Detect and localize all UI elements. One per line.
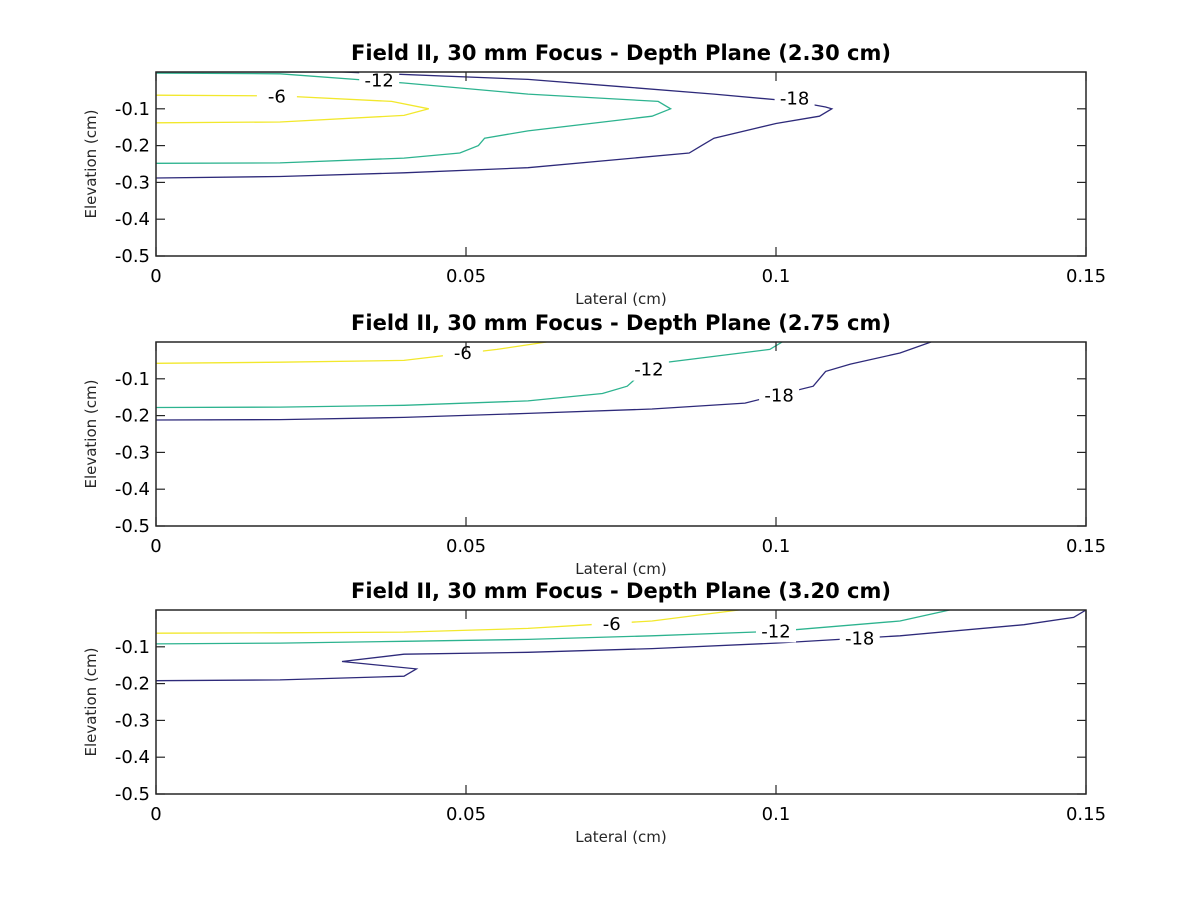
x-tick-label: 0.05 bbox=[446, 536, 486, 557]
y-tick-label: -0.5 bbox=[115, 246, 150, 267]
contour-label-minus-18: -18 bbox=[764, 385, 793, 406]
y-tick-label: -0.1 bbox=[115, 369, 150, 390]
y-axis-label: Elevation (cm) bbox=[82, 647, 100, 756]
y-tick-label: -0.1 bbox=[115, 637, 150, 658]
contour-label-bg bbox=[442, 342, 483, 365]
contour-label-minus-6: -6 bbox=[603, 614, 621, 635]
y-tick-label: -0.4 bbox=[115, 747, 150, 768]
contour-label-minus-12: -12 bbox=[364, 70, 393, 91]
chart-title: Field II, 30 mm Focus - Depth Plane (2.7… bbox=[351, 311, 891, 335]
plot-area bbox=[156, 610, 1086, 794]
contour-line-minus-6 bbox=[156, 342, 547, 364]
contour-line-minus-12 bbox=[156, 342, 783, 409]
contour-line-minus-12 bbox=[156, 610, 950, 645]
contour-lines bbox=[156, 610, 1086, 682]
contour-label-bg bbox=[774, 87, 815, 110]
contour-label-minus-12: -12 bbox=[761, 621, 790, 642]
y-tick-label: -0.2 bbox=[115, 674, 150, 695]
contour-line-minus-18 bbox=[156, 72, 834, 179]
contour-label-minus-12: -12 bbox=[634, 360, 663, 381]
x-tick-label: 0 bbox=[150, 804, 161, 825]
plot-area bbox=[156, 342, 1086, 526]
x-tick-label: 0.1 bbox=[762, 266, 791, 287]
chart-panel-1: -6 -12 -18 0 0.05 0.1 0.15 -0.1 -0.2 -0.3 -0.4 -0.5… bbox=[82, 41, 1106, 308]
chart-panel-3: -6 -12 -18 0 0.05 0.1 0.15 -0.1 -0.2 -0.3 -0.4 -0.5… bbox=[82, 579, 1106, 846]
chart-title: Field II, 30 mm Focus - Depth Plane (2.3… bbox=[351, 41, 891, 65]
y-tick-label: -0.2 bbox=[115, 406, 150, 427]
y-tick-label: -0.4 bbox=[115, 479, 150, 500]
y-axis-label: Elevation (cm) bbox=[82, 109, 100, 218]
axes-box bbox=[155, 71, 1087, 257]
contour-line-minus-12 bbox=[156, 72, 673, 164]
contour-label-minus-18: -18 bbox=[845, 628, 874, 649]
y-tick-label: -0.5 bbox=[115, 516, 150, 537]
y-tick-label: -0.3 bbox=[115, 442, 150, 463]
y-tick-label: -0.3 bbox=[115, 710, 150, 731]
contour-label-bg bbox=[756, 620, 796, 643]
x-tick-label: 0.05 bbox=[446, 804, 486, 825]
x-tick-label: 0.15 bbox=[1066, 266, 1106, 287]
x-axis-label: Lateral (cm) bbox=[575, 560, 667, 578]
contour-label-bg bbox=[359, 69, 400, 92]
y-tick-label: -0.5 bbox=[115, 784, 150, 805]
x-tick-label: 0.15 bbox=[1066, 536, 1106, 557]
x-tick-label: 0.1 bbox=[762, 804, 791, 825]
contour-label-minus-6: -6 bbox=[268, 86, 286, 107]
axes-box bbox=[155, 341, 1087, 527]
x-tick-label: 0 bbox=[150, 536, 161, 557]
contour-line-minus-6 bbox=[156, 610, 739, 634]
contour-label-bg bbox=[628, 358, 669, 381]
contour-label-bg bbox=[759, 384, 800, 407]
contour-label-minus-18: -18 bbox=[780, 88, 809, 109]
x-tick-label: 0.05 bbox=[446, 266, 486, 287]
y-tick-label: -0.3 bbox=[115, 172, 150, 193]
chart-panel-2: -6 -12 -18 0 0.05 0.1 0.15 -0.1 -0.2 -0.3 -0.4 -0.5… bbox=[82, 311, 1106, 578]
x-axis-label: Lateral (cm) bbox=[575, 290, 667, 308]
y-tick-label: -0.1 bbox=[115, 99, 150, 120]
y-tick-label: -0.2 bbox=[115, 136, 150, 157]
plot-area bbox=[156, 72, 1086, 256]
axes-box bbox=[155, 609, 1087, 795]
x-tick-label: 0 bbox=[150, 266, 161, 287]
contour-line-minus-18 bbox=[156, 610, 1086, 682]
contour-label-bg bbox=[256, 85, 297, 108]
contour-label-bg bbox=[591, 612, 632, 635]
contour-label-minus-6: -6 bbox=[454, 343, 472, 364]
x-tick-label: 0.1 bbox=[762, 536, 791, 557]
y-axis-label: Elevation (cm) bbox=[82, 379, 100, 488]
chart-title: Field II, 30 mm Focus - Depth Plane (3.2… bbox=[351, 579, 891, 603]
y-tick-label: -0.4 bbox=[115, 209, 150, 230]
x-axis-label: Lateral (cm) bbox=[575, 828, 667, 846]
contour-label-bg bbox=[839, 627, 880, 650]
x-tick-label: 0.15 bbox=[1066, 804, 1106, 825]
